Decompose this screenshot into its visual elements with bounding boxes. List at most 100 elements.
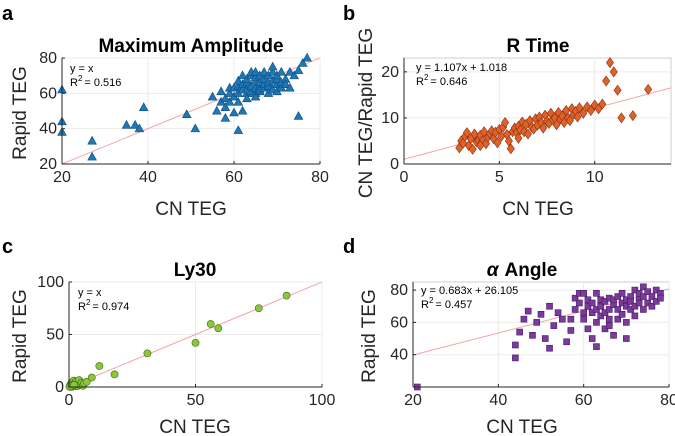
panel-c-data-point — [82, 377, 91, 386]
panel-a-y-tick-label: 80 — [39, 50, 57, 67]
panel-b-data-point — [628, 110, 637, 122]
panel-d-data-point — [529, 332, 536, 339]
panel-b-y-tick-label: 20 — [381, 64, 399, 81]
panel-a-data-point — [285, 82, 295, 92]
panel-c-data-point — [254, 304, 263, 313]
panel-a-data-point — [267, 66, 278, 76]
panel-d-data-point — [657, 294, 664, 302]
panel-b-data-point — [493, 137, 502, 149]
panel-d-data-point — [631, 312, 639, 320]
panel-a-data-point — [250, 91, 261, 101]
panel-c-x-tick-label: 100 — [309, 392, 336, 409]
panel-b-data-point — [506, 143, 515, 155]
panel-d-data-point — [563, 338, 570, 346]
panel-d-data-point — [588, 299, 596, 307]
panel-d-y-tick-label: 80 — [390, 282, 408, 299]
panel-b-data-point — [476, 140, 485, 152]
panel-a-r-squared-label: R2 = 0.516 — [70, 74, 121, 89]
panel-a-data-point — [289, 70, 300, 80]
panel-c-x-tick-label: 0 — [65, 392, 74, 409]
panel-d-x-tick-label: 40 — [489, 392, 507, 409]
panel-a-data-point — [224, 88, 235, 97]
panel-a-data-point — [220, 112, 231, 122]
panel-d-data-point — [571, 294, 579, 302]
panel-a-x-tick-label: 60 — [225, 169, 243, 186]
panel-d-data-point — [610, 332, 617, 339]
panel-a-data-point — [87, 151, 97, 161]
panel-a-data-point — [297, 58, 308, 67]
panel-b-y-tick-label: 0 — [390, 156, 399, 173]
panel-a-letter: a — [2, 3, 14, 25]
panel-d-x-tick-label: 20 — [404, 392, 422, 409]
panel-d-data-point — [635, 299, 643, 307]
panel-a-x-axis-label: CN TEG — [155, 199, 226, 220]
panel-d-data-point — [512, 354, 519, 362]
panel-b-data-point — [464, 140, 473, 152]
panel-d-data-point — [571, 306, 579, 313]
panel-b-data-point — [480, 126, 489, 138]
panel-b-data-point — [462, 127, 471, 139]
panel-c-y-tick-label: 0 — [55, 379, 64, 396]
panel-a-data-point — [233, 125, 244, 134]
panel-a-data-point — [237, 70, 248, 80]
panel-b-data-point — [459, 137, 468, 149]
panel-a-data-point — [280, 79, 291, 88]
panel-c-y-tick-label: 50 — [46, 327, 64, 344]
panel-b-data-point — [602, 75, 611, 87]
panel-c-x-tick-label: 50 — [187, 392, 205, 409]
panel-a-data-point — [130, 119, 140, 129]
panel-b-data-point — [609, 66, 618, 78]
panel-a-data-point — [87, 135, 97, 145]
panel-d-data-point — [520, 315, 528, 323]
panel-d-data-point — [546, 344, 553, 352]
panel-c-ly30: c Ly30 CN TEG Rapid TEG 0 50 100 0 50 100 y = … — [2, 236, 335, 436]
panel-b-title: R Time — [506, 36, 569, 57]
panel-b-letter: b — [343, 3, 355, 25]
panel-a-data-point — [250, 66, 261, 76]
panel-d-data-point — [567, 315, 575, 323]
panel-c-letter: c — [2, 236, 13, 258]
panel-b-data-point — [539, 122, 548, 134]
panel-a-data-point — [216, 86, 226, 96]
panel-d-data-point — [588, 335, 596, 342]
panel-a-data-point — [207, 91, 218, 101]
panel-a-data-point — [138, 102, 149, 111]
panel-a-data-point — [233, 75, 244, 85]
panel-c-y-tick-label: 100 — [37, 274, 64, 291]
panel-d-data-point — [605, 306, 613, 313]
panel-b-data-point — [565, 115, 574, 127]
panel-d-data-point — [584, 325, 592, 333]
panel-d-title: α Angle — [487, 260, 558, 281]
panel-d-data-point — [614, 315, 622, 323]
panel-d-data-point — [559, 315, 566, 323]
panel-d-data-point — [593, 343, 600, 350]
panel-a-data-point — [224, 96, 235, 106]
panel-b-r-squared-label: R2 = 0.646 — [416, 73, 467, 88]
panel-d-data-point — [605, 322, 613, 329]
panel-a-data-point — [302, 52, 312, 62]
panel-b-data-point — [579, 107, 588, 119]
panel-b-data-point — [613, 84, 622, 96]
panel-a-data-point — [293, 65, 304, 74]
panel-c-data-point — [95, 362, 104, 370]
panel-c-data-point — [206, 320, 215, 328]
panel-b-y-axis-label: CN TEG/Rapid TEG — [356, 28, 377, 198]
panel-a-data-point — [237, 105, 248, 115]
panel-d-data-point — [640, 283, 647, 291]
panel-d-data-point — [516, 328, 523, 336]
panel-c-data-point — [282, 291, 291, 300]
panel-a-y-axis-label: Rapid TEG — [10, 66, 31, 160]
panel-d-data-point — [541, 335, 549, 342]
panel-a-data-point — [285, 66, 295, 76]
panel-b-data-point — [583, 101, 592, 113]
panel-d-letter: d — [343, 236, 355, 258]
panel-a-data-point — [181, 109, 192, 119]
panel-d-x-tick-label: 80 — [660, 392, 675, 409]
panel-b-data-point — [573, 111, 582, 123]
panel-d-data-point — [593, 319, 600, 326]
panel-b-data-point — [552, 119, 561, 131]
panel-d-data-point — [648, 302, 656, 310]
panel-a-x-tick-label: 80 — [311, 169, 329, 186]
panel-d-data-point — [576, 299, 583, 307]
panel-c-fit-line — [69, 282, 322, 387]
